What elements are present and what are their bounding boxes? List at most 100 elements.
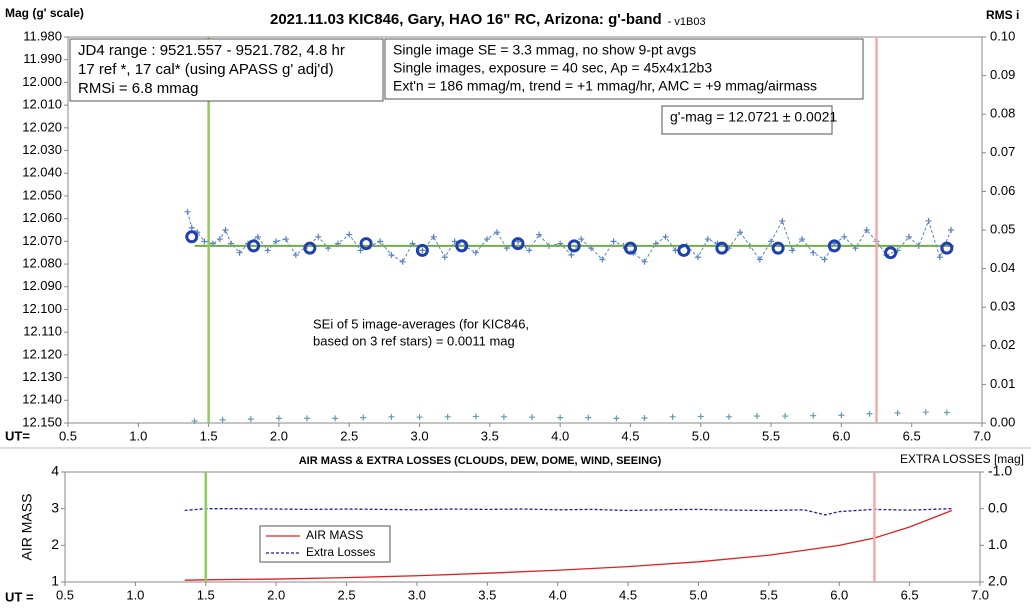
cross-marker [222,227,229,233]
annotation-box [69,38,384,102]
x-tick-label: 0.5 [56,587,74,602]
legend-box [259,525,391,563]
circle-marker [623,241,637,255]
cross-marker [641,414,648,421]
annotation-text: Ext'n = 186 mmag/m, trend = +1 mmag/hr, … [393,78,817,94]
cross-marker [216,236,223,243]
y2-tick-label: 0.09 [990,67,1015,82]
cross-marker [184,208,191,215]
circle-marker [771,241,785,255]
cross-marker [894,409,901,416]
x-tick-label: 4.5 [621,428,639,443]
cross-marker [360,414,367,421]
x-tick-label: 1.0 [126,587,144,602]
y-axis-label: Mag (g' scale) [5,6,84,20]
cross-marker [377,238,384,245]
y-axis-label: AIR MASS [19,494,35,561]
cross-marker [863,227,870,233]
x-axis-label: UT = [5,589,34,604]
cross-marker [332,415,339,422]
y-tick-label: 12.000 [22,74,62,89]
y-tick-label: 3 [51,499,59,515]
y-tick-label: 12.130 [22,369,62,384]
y-tick-label: 12.100 [22,301,62,316]
cross-marker [838,412,845,419]
cross-marker [610,238,617,245]
y-tick-label: 2 [51,536,59,552]
cross-marker [866,410,873,417]
x-tick-label: 2.0 [267,587,285,602]
cross-marker [789,247,796,254]
cross-marker [782,413,789,420]
circle-marker [415,243,429,257]
x-tick-label: 6.5 [901,587,919,602]
cross-marker [779,217,786,224]
y2-tick-label: 0.02 [990,337,1015,352]
x-tick-label: 5.5 [762,428,780,443]
cross-marker [430,233,437,240]
y2-tick-label: 0.03 [990,299,1015,314]
y2-tick-label: 0.05 [990,221,1015,236]
cross-marker [641,258,648,265]
circle-marker [455,239,469,253]
x-tick-label: 0.5 [59,428,77,443]
annotation-text: RMSi = 6.8 mmag [78,80,198,97]
y-tick-label: 11.990 [23,51,62,66]
y2-tick-label: 0.01 [990,376,1015,391]
cross-marker [188,224,195,231]
series-line [184,508,952,516]
x-tick-label: 7.0 [973,428,991,443]
circle-marker [715,241,729,255]
circle-marker [827,239,841,253]
cross-marker [416,414,423,421]
y-tick-label: 12.070 [22,233,62,248]
cross-marker [585,414,592,421]
legend-label: AIR MASS [306,528,363,542]
x-tick-label: 4.5 [619,587,637,602]
y2-tick-label: 0.0 [988,499,1008,515]
y-tick-label: 12.060 [22,210,62,225]
circle-marker [511,237,525,251]
cross-marker [810,412,817,419]
y-tick-label: 12.090 [22,278,62,293]
x-tick-label: 6.0 [830,587,848,602]
y2-axis-label: EXTRA LOSSES [mag] [900,452,1024,466]
plot-area [64,471,981,583]
y2-axis-label: RMS i [986,8,1019,22]
y-tick-label: 12.010 [22,97,62,112]
chart-title: 2021.11.03 KIC846, Gary, HAO 16" RC, Ari… [270,11,662,28]
cross-marker [357,247,364,254]
cross-marker [737,229,744,236]
annotation-text: Single images, exposure = 40 sec, Ap = 4… [393,60,712,76]
cross-marker [948,227,955,233]
cross-marker [821,256,828,263]
cross-marker [704,236,711,243]
y-tick-label: 12.140 [22,392,62,407]
y2-tick-label: -1.0 [988,463,1012,479]
cross-marker [905,233,912,240]
cross-marker [943,409,950,416]
series-line [184,509,953,581]
cross-marker [484,236,491,243]
cross-marker [388,413,395,420]
y-tick-label: 1 [51,573,59,589]
cross-marker [444,413,451,420]
circle-marker [677,243,691,257]
cross-marker [578,236,585,243]
y-tick-label: 12.110 [23,324,62,339]
annotation-text: based on 3 ref stars) = 0.0011 mag [313,333,515,348]
x-tick-label: 2.5 [337,587,355,602]
y2-tick-label: 0.10 [990,28,1015,43]
x-tick-label: 3.0 [410,428,428,443]
circle-marker [884,246,898,260]
circle-marker [303,241,317,255]
x-tick-label: 1.5 [197,587,215,602]
cross-marker [529,414,536,421]
x-tick-label: 6.5 [903,428,921,443]
cross-marker [936,254,943,261]
circle-marker [940,241,954,255]
y2-tick-label: 0.00 [990,414,1015,429]
cross-marker [275,415,282,422]
y2-tick-label: 0.08 [990,106,1015,121]
cross-marker [388,251,395,258]
